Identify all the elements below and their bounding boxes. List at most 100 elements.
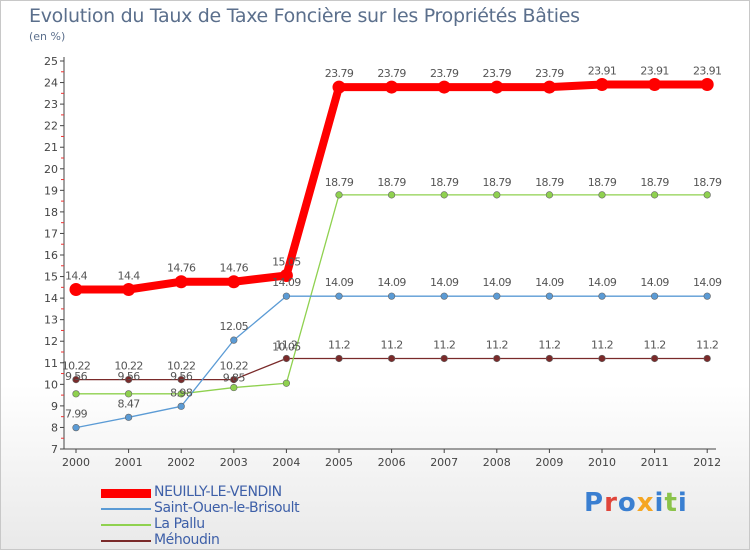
data-point (335, 191, 343, 199)
logo-letter: P (584, 488, 605, 518)
y-tick-label: 20 (44, 163, 58, 176)
x-tick-label: 2012 (693, 456, 721, 469)
data-point (650, 292, 659, 300)
data-point (542, 80, 556, 94)
data-label: 11.2 (328, 338, 350, 351)
y-tick-label: 18 (44, 206, 58, 219)
data-label: 14.09 (377, 276, 406, 289)
data-label: 14.09 (272, 276, 301, 289)
data-point (648, 77, 662, 91)
legend-label: Méhoudin (154, 532, 220, 548)
y-tick-label: 23 (44, 98, 58, 111)
data-point (700, 77, 714, 91)
data-label: 18.79 (535, 176, 564, 189)
y-tick-label: 14 (44, 292, 58, 305)
legend-swatch (101, 524, 151, 526)
data-label: 18.79 (588, 176, 617, 189)
y-tick-label: 21 (44, 141, 58, 154)
y-tick-label: 19 (44, 184, 58, 197)
x-tick-label: 2011 (641, 456, 669, 469)
data-point (124, 390, 133, 398)
logo-letter: r (604, 488, 618, 518)
legend-label: NEUILLY-LE-VENDIN (154, 484, 282, 500)
x-tick-label: 2010 (588, 456, 616, 469)
data-label: 14.76 (167, 262, 196, 275)
data-point (388, 191, 396, 199)
x-tick-label: 2001 (115, 456, 143, 469)
series-neuilly-le-vendin (69, 77, 714, 296)
data-label: 11.2 (644, 338, 666, 351)
data-point (72, 390, 80, 398)
data-label: 23.79 (377, 67, 406, 80)
x-tick-label: 2000 (62, 456, 90, 469)
y-tick-label: 9 (51, 400, 58, 413)
y-tick-label: 7 (51, 443, 58, 456)
data-label: 14.4 (118, 269, 141, 282)
y-tick-label: 15 (44, 271, 58, 284)
data-point (335, 292, 343, 300)
data-label: 14.09 (588, 276, 617, 289)
data-point (72, 424, 80, 432)
data-point (545, 191, 554, 199)
data-label: 18.79 (430, 176, 459, 189)
data-label: 23.79 (430, 67, 459, 80)
data-label: 9.56 (65, 370, 88, 383)
data-label: 23.79 (535, 67, 564, 80)
x-tick-label: 2004 (272, 456, 300, 469)
data-point (545, 292, 554, 300)
data-label: 11.2 (591, 338, 613, 351)
data-point (440, 292, 448, 300)
data-label: 10.05 (272, 340, 301, 353)
data-label: 10.22 (62, 360, 91, 373)
data-point (598, 292, 606, 300)
y-tick-label: 25 (44, 55, 58, 68)
data-label: 15.05 (272, 255, 301, 268)
data-label: 10.22 (220, 360, 249, 373)
logo-letter: t (664, 488, 678, 518)
legend-swatch (101, 508, 151, 510)
y-tick-label: 11 (44, 357, 58, 370)
x-tick-label: 2002 (167, 456, 195, 469)
data-label: 10.22 (167, 360, 196, 373)
data-point (230, 336, 238, 344)
data-label: 18.79 (640, 176, 669, 189)
data-point (703, 292, 711, 300)
data-label: 11.2 (486, 338, 508, 351)
data-point (282, 379, 291, 387)
data-label: 23.79 (483, 67, 512, 80)
data-point (703, 191, 711, 199)
data-point (177, 375, 185, 384)
y-tick-label: 16 (44, 249, 58, 262)
data-point (177, 402, 185, 410)
data-label: 18.79 (325, 176, 354, 189)
data-label: 14.09 (325, 276, 354, 289)
data-label: 14.09 (640, 276, 669, 289)
data-point (230, 383, 238, 392)
data-label: 23.91 (640, 64, 669, 77)
y-tick-label: 10 (44, 378, 58, 391)
data-point (598, 354, 606, 363)
data-point (177, 390, 185, 398)
data-label: 14.09 (693, 276, 722, 289)
series-la-pallu (72, 191, 711, 398)
data-point (282, 292, 291, 300)
data-label: 18.79 (693, 176, 722, 189)
data-label: 11.2 (433, 338, 455, 351)
data-label: 18.79 (483, 176, 512, 189)
y-tick-label: 22 (44, 120, 58, 133)
data-point (490, 80, 504, 94)
line-chart: 7 8 9 10 11 12 13 14 15 16 17 18 19 20 21 22 23 24 25 2000 2… (44, 55, 723, 469)
data-point (493, 191, 501, 199)
data-label: 12.05 (220, 320, 249, 333)
logo-letter: i (654, 488, 665, 518)
data-label: 14.09 (430, 276, 459, 289)
x-tick-label: 2006 (378, 456, 406, 469)
data-label: 18.79 (377, 176, 406, 189)
data-point (650, 191, 659, 199)
y-tick-label: 24 (44, 77, 58, 90)
data-label: 14.76 (220, 262, 249, 275)
data-point (703, 354, 711, 363)
data-point (437, 80, 451, 94)
y-tick-label: 17 (44, 227, 58, 240)
